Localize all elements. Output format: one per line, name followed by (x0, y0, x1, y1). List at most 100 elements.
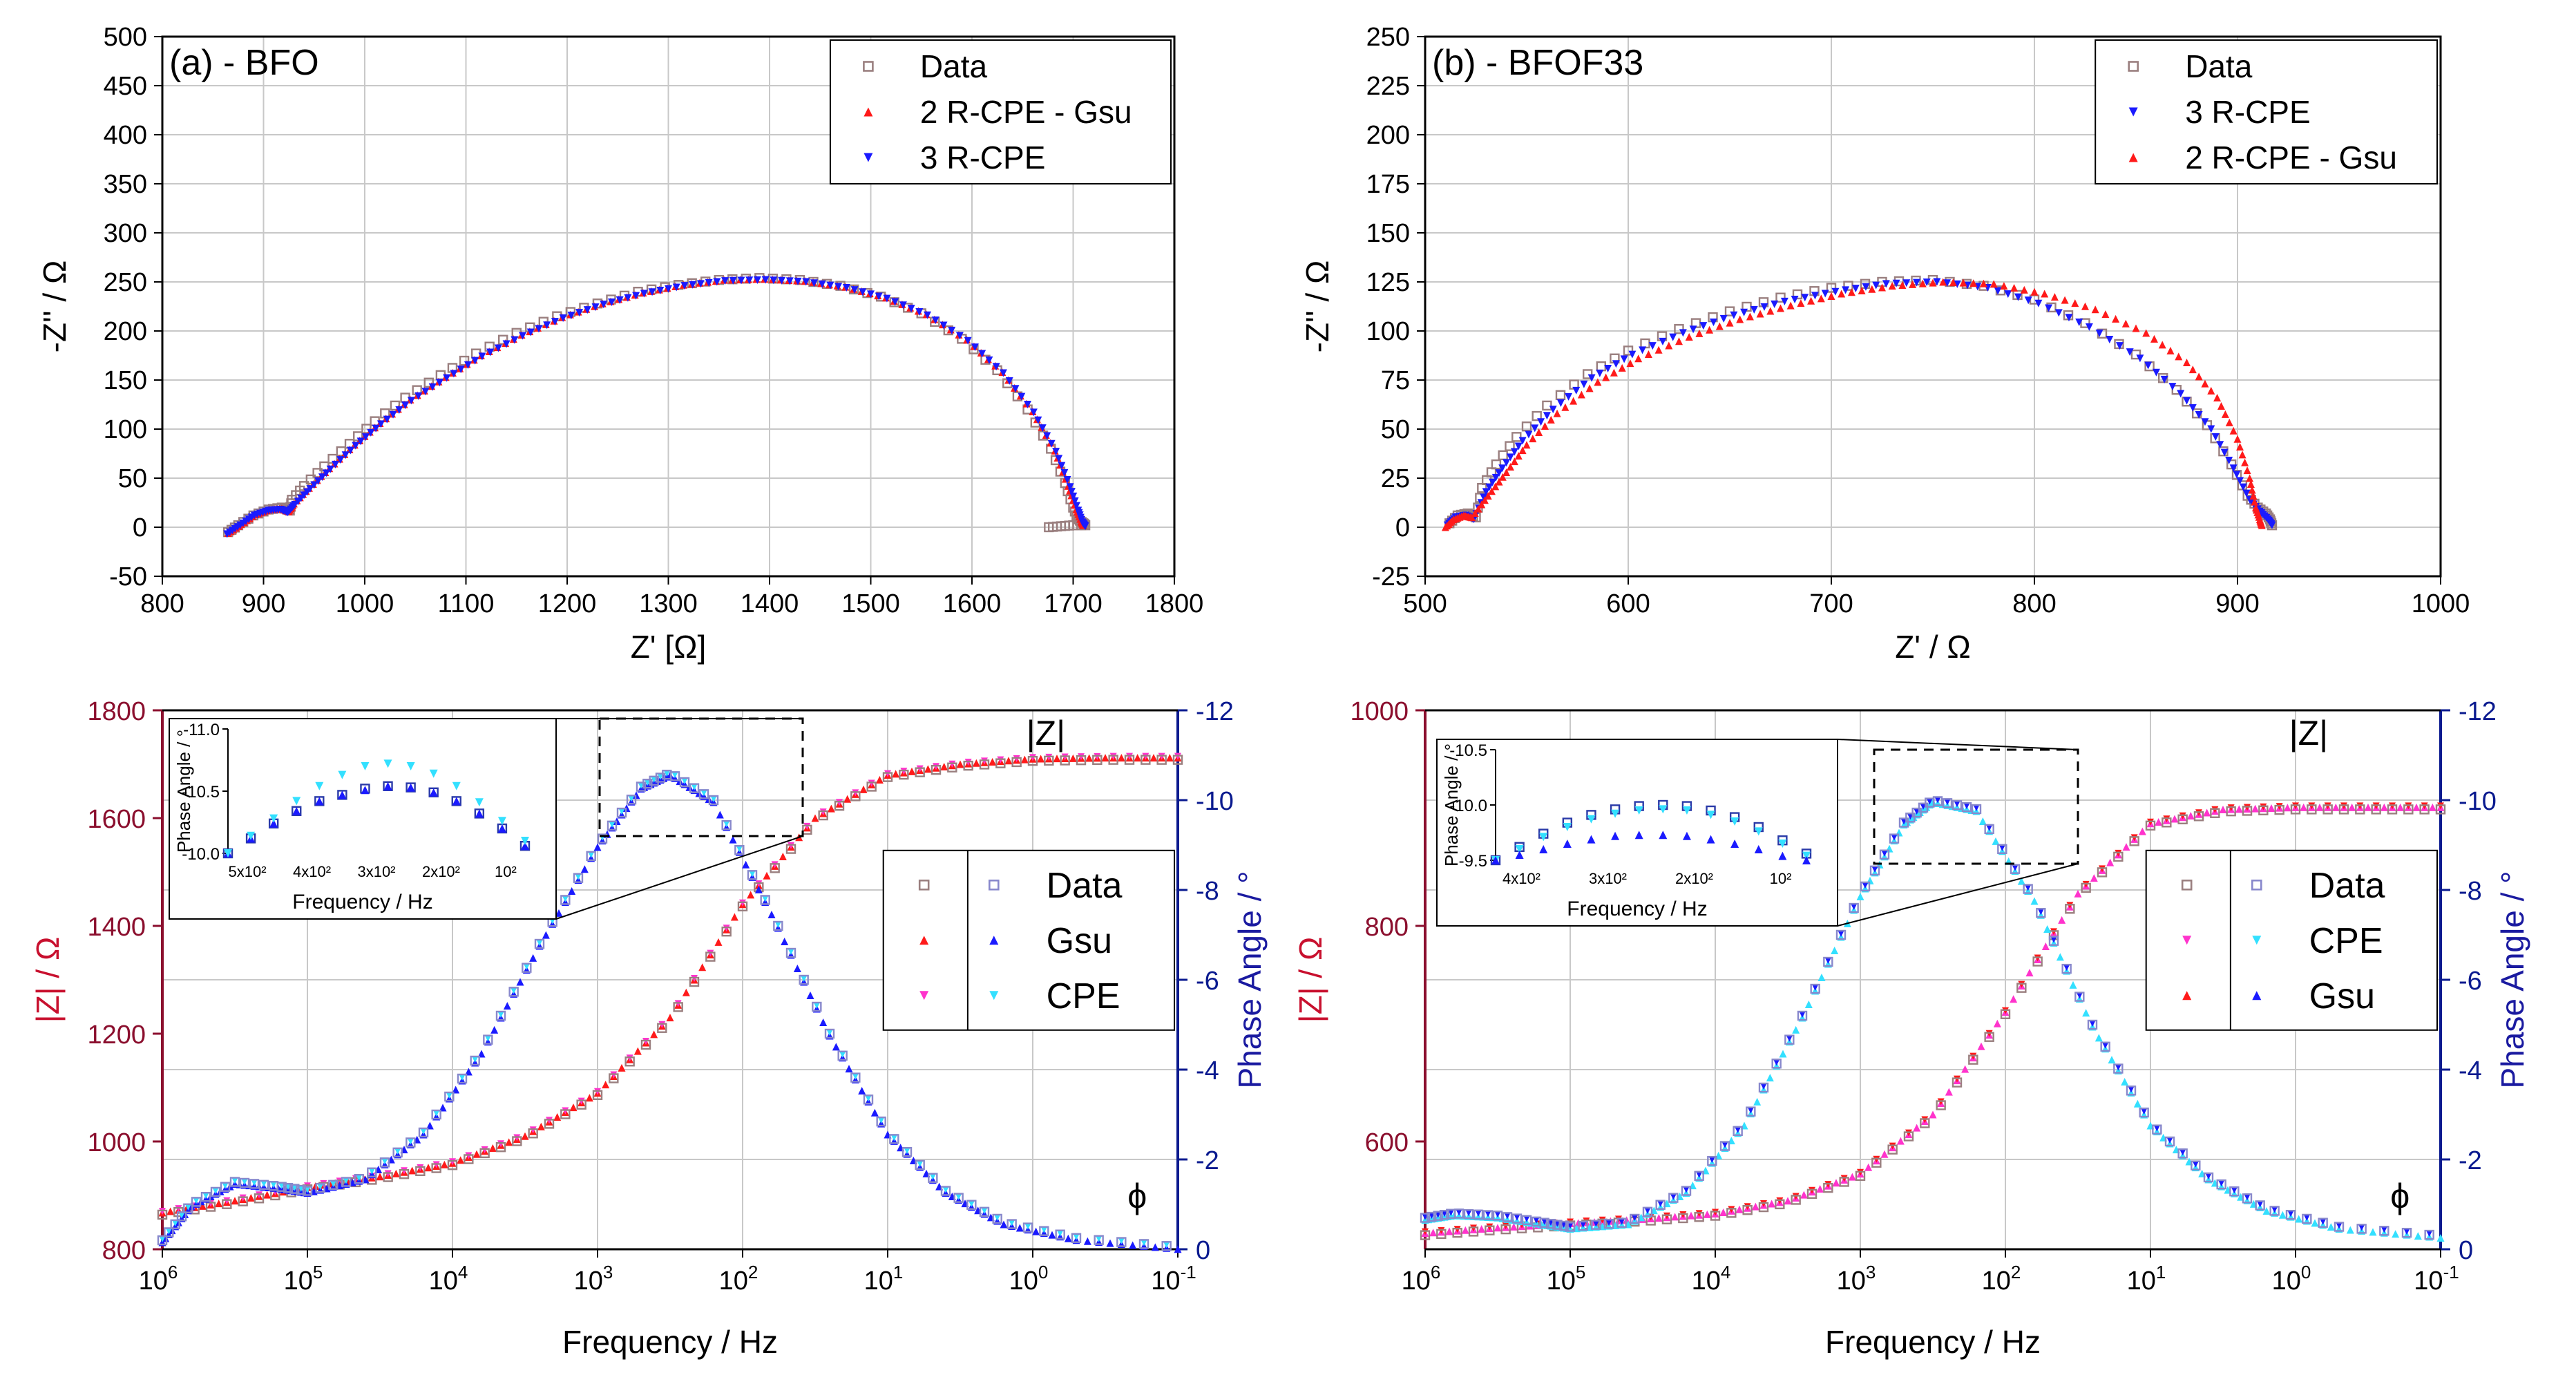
data-point (1690, 325, 1697, 333)
y-tick-label: 125 (1366, 268, 1410, 297)
x-axis-title: Z' / Ω (1895, 629, 1971, 665)
inset-x-tick-label: 3x10² (1589, 870, 1627, 887)
data-point (1740, 309, 1748, 316)
data-point (2112, 315, 2119, 323)
magnitude-point (763, 872, 771, 880)
magnitude-point (537, 1123, 545, 1130)
x-tick-label: 105 (1547, 1262, 1586, 1296)
magnitude-point (1037, 755, 1044, 763)
data-point (1797, 299, 1804, 307)
x-tick-label: 900 (242, 589, 285, 618)
data-point (2021, 286, 2028, 294)
y-tick-label-right: -8 (2459, 877, 2482, 906)
x-tick-label: 1700 (1044, 589, 1103, 618)
data-point (1499, 451, 1507, 459)
data-point (2010, 284, 2018, 292)
phase-point (819, 1018, 827, 1026)
magnitude-point (1864, 1164, 1872, 1171)
y-tick-label: 200 (104, 317, 147, 346)
legend-label: Gsu (2309, 976, 2375, 1016)
phase-point (2043, 925, 2051, 933)
data-point (1787, 302, 1795, 310)
x-tick-label: 1000 (336, 589, 394, 618)
phase-point (1049, 1231, 1056, 1239)
inset-x-tick-label: 5x10² (229, 863, 267, 880)
data-point (1807, 297, 1815, 305)
y-tick-label-right: -12 (1196, 697, 1234, 726)
magnitude-point (634, 1048, 642, 1055)
phase-point (1084, 1238, 1091, 1245)
y-tick-label: 150 (1366, 219, 1410, 248)
phase-point (832, 1043, 840, 1050)
x-tick-label: 1800 (1145, 589, 1204, 618)
data-point (1556, 391, 1565, 399)
phase-point (504, 1002, 511, 1009)
series-2-r-cpe-gsu (1442, 278, 2266, 531)
x-tick-label: 101 (864, 1262, 904, 1296)
y-axis-title-right: Phase Angle / ° (2494, 871, 2530, 1088)
data-point (1686, 333, 1693, 341)
magnitude-point (1945, 1088, 1953, 1096)
nyquist-panel-b: 500 600 700 800 900 1000-25025507510012515017… (1299, 23, 2470, 665)
y-tick-label: 175 (1366, 170, 1410, 199)
data-point (1706, 326, 1713, 334)
phase-point (768, 911, 776, 918)
legend-label: Data (2309, 866, 2385, 906)
data-point (2150, 335, 2158, 343)
y-tick-label: 100 (104, 415, 147, 444)
phase-point (1065, 1235, 1072, 1242)
data-point (2189, 366, 2197, 373)
y-tick-label-left: 1800 (87, 697, 146, 726)
data-point (1675, 337, 1683, 345)
phase-point (2108, 1056, 2116, 1063)
magnitude-point (989, 758, 996, 766)
magnitude-point (166, 1208, 174, 1215)
magnitude-point (1881, 1150, 1889, 1158)
magnitude-point (602, 1081, 609, 1088)
data-point (2226, 419, 2233, 426)
data-point (2183, 359, 2191, 366)
x-tick-label: 10-1 (2414, 1262, 2459, 1296)
magnitude-point (2429, 804, 2436, 811)
data-point (2195, 372, 2203, 380)
y-tick-label: 100 (1366, 317, 1410, 346)
magnitude-point (2300, 804, 2307, 811)
x-tick-label: 100 (1009, 1262, 1049, 1296)
y-tick-label-right: -2 (1196, 1146, 1219, 1175)
magnitude-point (2316, 804, 2324, 811)
x-tick-label: 800 (2012, 589, 2056, 618)
magnitude-point (1166, 754, 1174, 761)
data-point (1565, 393, 1572, 401)
data-point (1597, 362, 1605, 370)
phase-point (2279, 1211, 2287, 1219)
phase-point (1016, 1224, 1024, 1232)
x-tick-label: 104 (429, 1262, 468, 1296)
magnitude-point (828, 805, 835, 813)
data-point (2092, 305, 2099, 313)
data-point (1726, 319, 1734, 327)
phase-point (1792, 1026, 1800, 1034)
magnitude-point (1005, 757, 1013, 764)
magnitude-point (1816, 1185, 1824, 1193)
data-point (2168, 383, 2176, 390)
y-tick-label-right: -10 (2459, 787, 2497, 816)
data-point (1766, 307, 1774, 315)
magnitude-point (1494, 1224, 1502, 1231)
data-point (2122, 320, 2130, 328)
y-tick-label: 200 (1366, 121, 1410, 150)
data-point (2071, 299, 2079, 307)
data-point (2031, 288, 2039, 296)
data-point (1655, 346, 1663, 354)
y-tick-label-left: 1400 (87, 913, 146, 942)
zoom-connector (1838, 739, 2078, 750)
inset-x-tick-label: 10² (495, 863, 517, 880)
phase-point (581, 865, 589, 873)
magnitude-point (553, 1113, 561, 1121)
x-tick-label: 900 (2215, 589, 2259, 618)
y-tick-label: 150 (104, 366, 147, 395)
data-point (1791, 296, 1799, 303)
magnitude-point (505, 1138, 513, 1146)
legend-label: Data (920, 48, 988, 84)
magnitude-point (1671, 1213, 1679, 1220)
y-tick-label-right: -6 (2459, 967, 2482, 996)
